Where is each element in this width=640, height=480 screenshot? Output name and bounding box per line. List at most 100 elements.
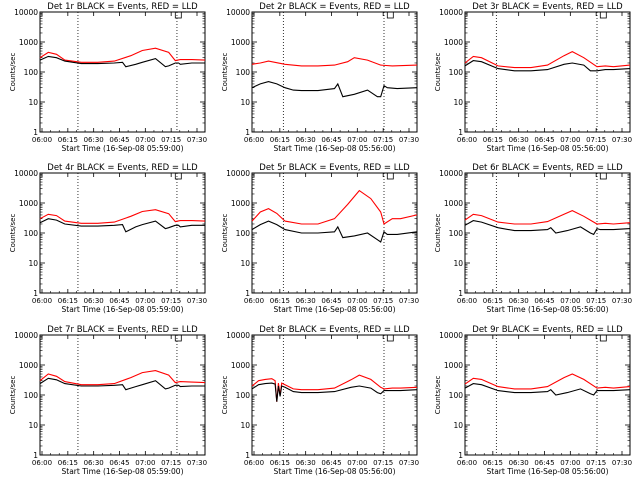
x-axis-label: Start Time (16-Sep-08 05:56:00) bbox=[274, 144, 396, 153]
x-tick-label: 06:45 bbox=[534, 297, 554, 305]
y-tick-label: 1000 bbox=[19, 38, 38, 47]
x-tick-label: 06:15 bbox=[483, 136, 503, 144]
y-tick-label: 100 bbox=[236, 68, 251, 77]
plot-frame bbox=[465, 12, 630, 132]
mode-marker bbox=[387, 173, 393, 179]
lld-series-line bbox=[40, 48, 205, 62]
panel-title: Det 4r BLACK = Events, RED = LLD bbox=[47, 163, 198, 173]
y-axis-label: Counts/sec bbox=[9, 376, 17, 415]
y-axis-label: Counts/sec bbox=[434, 53, 442, 92]
y-tick-label: 10 bbox=[28, 98, 38, 107]
plot-frame bbox=[40, 173, 205, 293]
x-tick-label: 06:45 bbox=[321, 297, 341, 305]
x-tick-label: 06:00 bbox=[244, 297, 264, 305]
x-tick-label: 07:30 bbox=[399, 459, 419, 467]
y-axis-label: Counts/sec bbox=[221, 376, 229, 415]
x-tick-label: 07:30 bbox=[187, 297, 207, 305]
mode-marker bbox=[600, 335, 606, 341]
plot-frame bbox=[465, 173, 630, 293]
detector-panel-8: Det 8r BLACK = Events, RED = LLD 1 10 100 10… bbox=[221, 325, 419, 476]
x-tick-label: 06:30 bbox=[509, 297, 529, 305]
panel-title: Det 5r BLACK = Events, RED = LLD bbox=[259, 163, 410, 173]
x-tick-label: 06:30 bbox=[296, 297, 316, 305]
x-axis-label: Start Time (16-Sep-08 05:56:00) bbox=[487, 305, 609, 314]
x-tick-label: 06:15 bbox=[483, 459, 503, 467]
mode-marker bbox=[600, 12, 606, 18]
panel-title: Det 7r BLACK = Events, RED = LLD bbox=[47, 325, 198, 335]
y-tick-label: 10000 bbox=[439, 169, 463, 178]
events-series-line bbox=[252, 383, 417, 402]
x-tick-label: 07:30 bbox=[612, 459, 632, 467]
panel-title: Det 3r BLACK = Events, RED = LLD bbox=[472, 2, 623, 12]
x-tick-label: 06:45 bbox=[109, 136, 129, 144]
y-tick-label: 1000 bbox=[444, 199, 463, 208]
y-tick-label: 1000 bbox=[231, 38, 250, 47]
detector-panel-1: Det 1r BLACK = Events, RED = LLD 1 10 100 10… bbox=[9, 2, 207, 153]
x-tick-label: 07:15 bbox=[373, 297, 393, 305]
lld-series-line bbox=[465, 211, 630, 224]
y-tick-label: 1000 bbox=[444, 361, 463, 370]
x-tick-label: 07:00 bbox=[560, 297, 580, 305]
x-tick-label: 06:30 bbox=[84, 136, 104, 144]
y-tick-label: 10000 bbox=[439, 331, 463, 340]
y-tick-label: 1000 bbox=[19, 199, 38, 208]
y-axis-label: Counts/sec bbox=[9, 214, 17, 253]
x-tick-label: 06:00 bbox=[244, 136, 264, 144]
x-tick-label: 06:15 bbox=[58, 136, 78, 144]
y-axis-label: Counts/sec bbox=[434, 214, 442, 253]
panel-title: Det 2r BLACK = Events, RED = LLD bbox=[259, 2, 410, 12]
x-tick-label: 06:00 bbox=[32, 459, 52, 467]
mode-marker bbox=[175, 12, 181, 18]
mode-marker bbox=[387, 12, 393, 18]
plot-frame bbox=[252, 12, 417, 132]
x-tick-label: 06:00 bbox=[457, 297, 477, 305]
y-tick-label: 1000 bbox=[19, 361, 38, 370]
x-tick-label: 06:15 bbox=[270, 297, 290, 305]
x-tick-label: 06:00 bbox=[32, 297, 52, 305]
x-tick-label: 07:30 bbox=[187, 459, 207, 467]
events-series-line bbox=[465, 221, 630, 235]
x-tick-label: 07:00 bbox=[560, 459, 580, 467]
y-tick-label: 10000 bbox=[14, 8, 38, 17]
plot-frame bbox=[465, 335, 630, 455]
x-tick-label: 07:15 bbox=[161, 297, 181, 305]
detector-panel-3: Det 3r BLACK = Events, RED = LLD 1 10 100 10… bbox=[434, 2, 632, 153]
x-tick-label: 07:00 bbox=[347, 459, 367, 467]
detector-panel-2: Det 2r BLACK = Events, RED = LLD 1 10 100 10… bbox=[221, 2, 419, 153]
y-tick-label: 100 bbox=[236, 391, 251, 400]
mode-marker bbox=[175, 173, 181, 179]
x-tick-label: 06:00 bbox=[32, 136, 52, 144]
x-axis-label: Start Time (16-Sep-08 05:59:00) bbox=[62, 305, 184, 314]
x-tick-label: 07:00 bbox=[135, 136, 155, 144]
x-tick-label: 07:00 bbox=[135, 459, 155, 467]
y-tick-label: 10 bbox=[28, 259, 38, 268]
events-series-line bbox=[40, 378, 205, 389]
y-axis-label: Counts/sec bbox=[9, 53, 17, 92]
y-tick-label: 10 bbox=[453, 259, 463, 268]
y-tick-label: 10000 bbox=[226, 169, 250, 178]
x-tick-label: 06:15 bbox=[270, 136, 290, 144]
detector-panel-5: Det 5r BLACK = Events, RED = LLD 1 10 100 10… bbox=[221, 163, 419, 314]
x-tick-label: 07:15 bbox=[161, 136, 181, 144]
x-tick-label: 06:30 bbox=[84, 459, 104, 467]
detector-panel-9: Det 9r BLACK = Events, RED = LLD 1 10 100 10… bbox=[434, 325, 632, 476]
x-tick-label: 06:45 bbox=[534, 136, 554, 144]
x-tick-label: 06:30 bbox=[296, 136, 316, 144]
lld-series-line bbox=[252, 58, 417, 66]
y-tick-label: 10 bbox=[240, 421, 250, 430]
x-tick-label: 06:45 bbox=[109, 297, 129, 305]
x-tick-label: 06:15 bbox=[58, 459, 78, 467]
x-tick-label: 06:00 bbox=[244, 459, 264, 467]
y-tick-label: 1000 bbox=[231, 361, 250, 370]
plot-frame bbox=[40, 335, 205, 455]
x-axis-label: Start Time (16-Sep-08 05:56:00) bbox=[274, 467, 396, 476]
x-tick-label: 06:45 bbox=[321, 459, 341, 467]
detector-plots-grid: Det 1r BLACK = Events, RED = LLD11010010… bbox=[0, 0, 640, 480]
x-tick-label: 07:15 bbox=[161, 459, 181, 467]
x-tick-label: 07:00 bbox=[347, 297, 367, 305]
x-tick-label: 06:45 bbox=[109, 459, 129, 467]
y-tick-label: 100 bbox=[24, 391, 39, 400]
lld-series-line bbox=[40, 371, 205, 385]
x-tick-label: 07:15 bbox=[373, 136, 393, 144]
x-axis-label: Start Time (16-Sep-08 05:59:00) bbox=[62, 144, 184, 153]
